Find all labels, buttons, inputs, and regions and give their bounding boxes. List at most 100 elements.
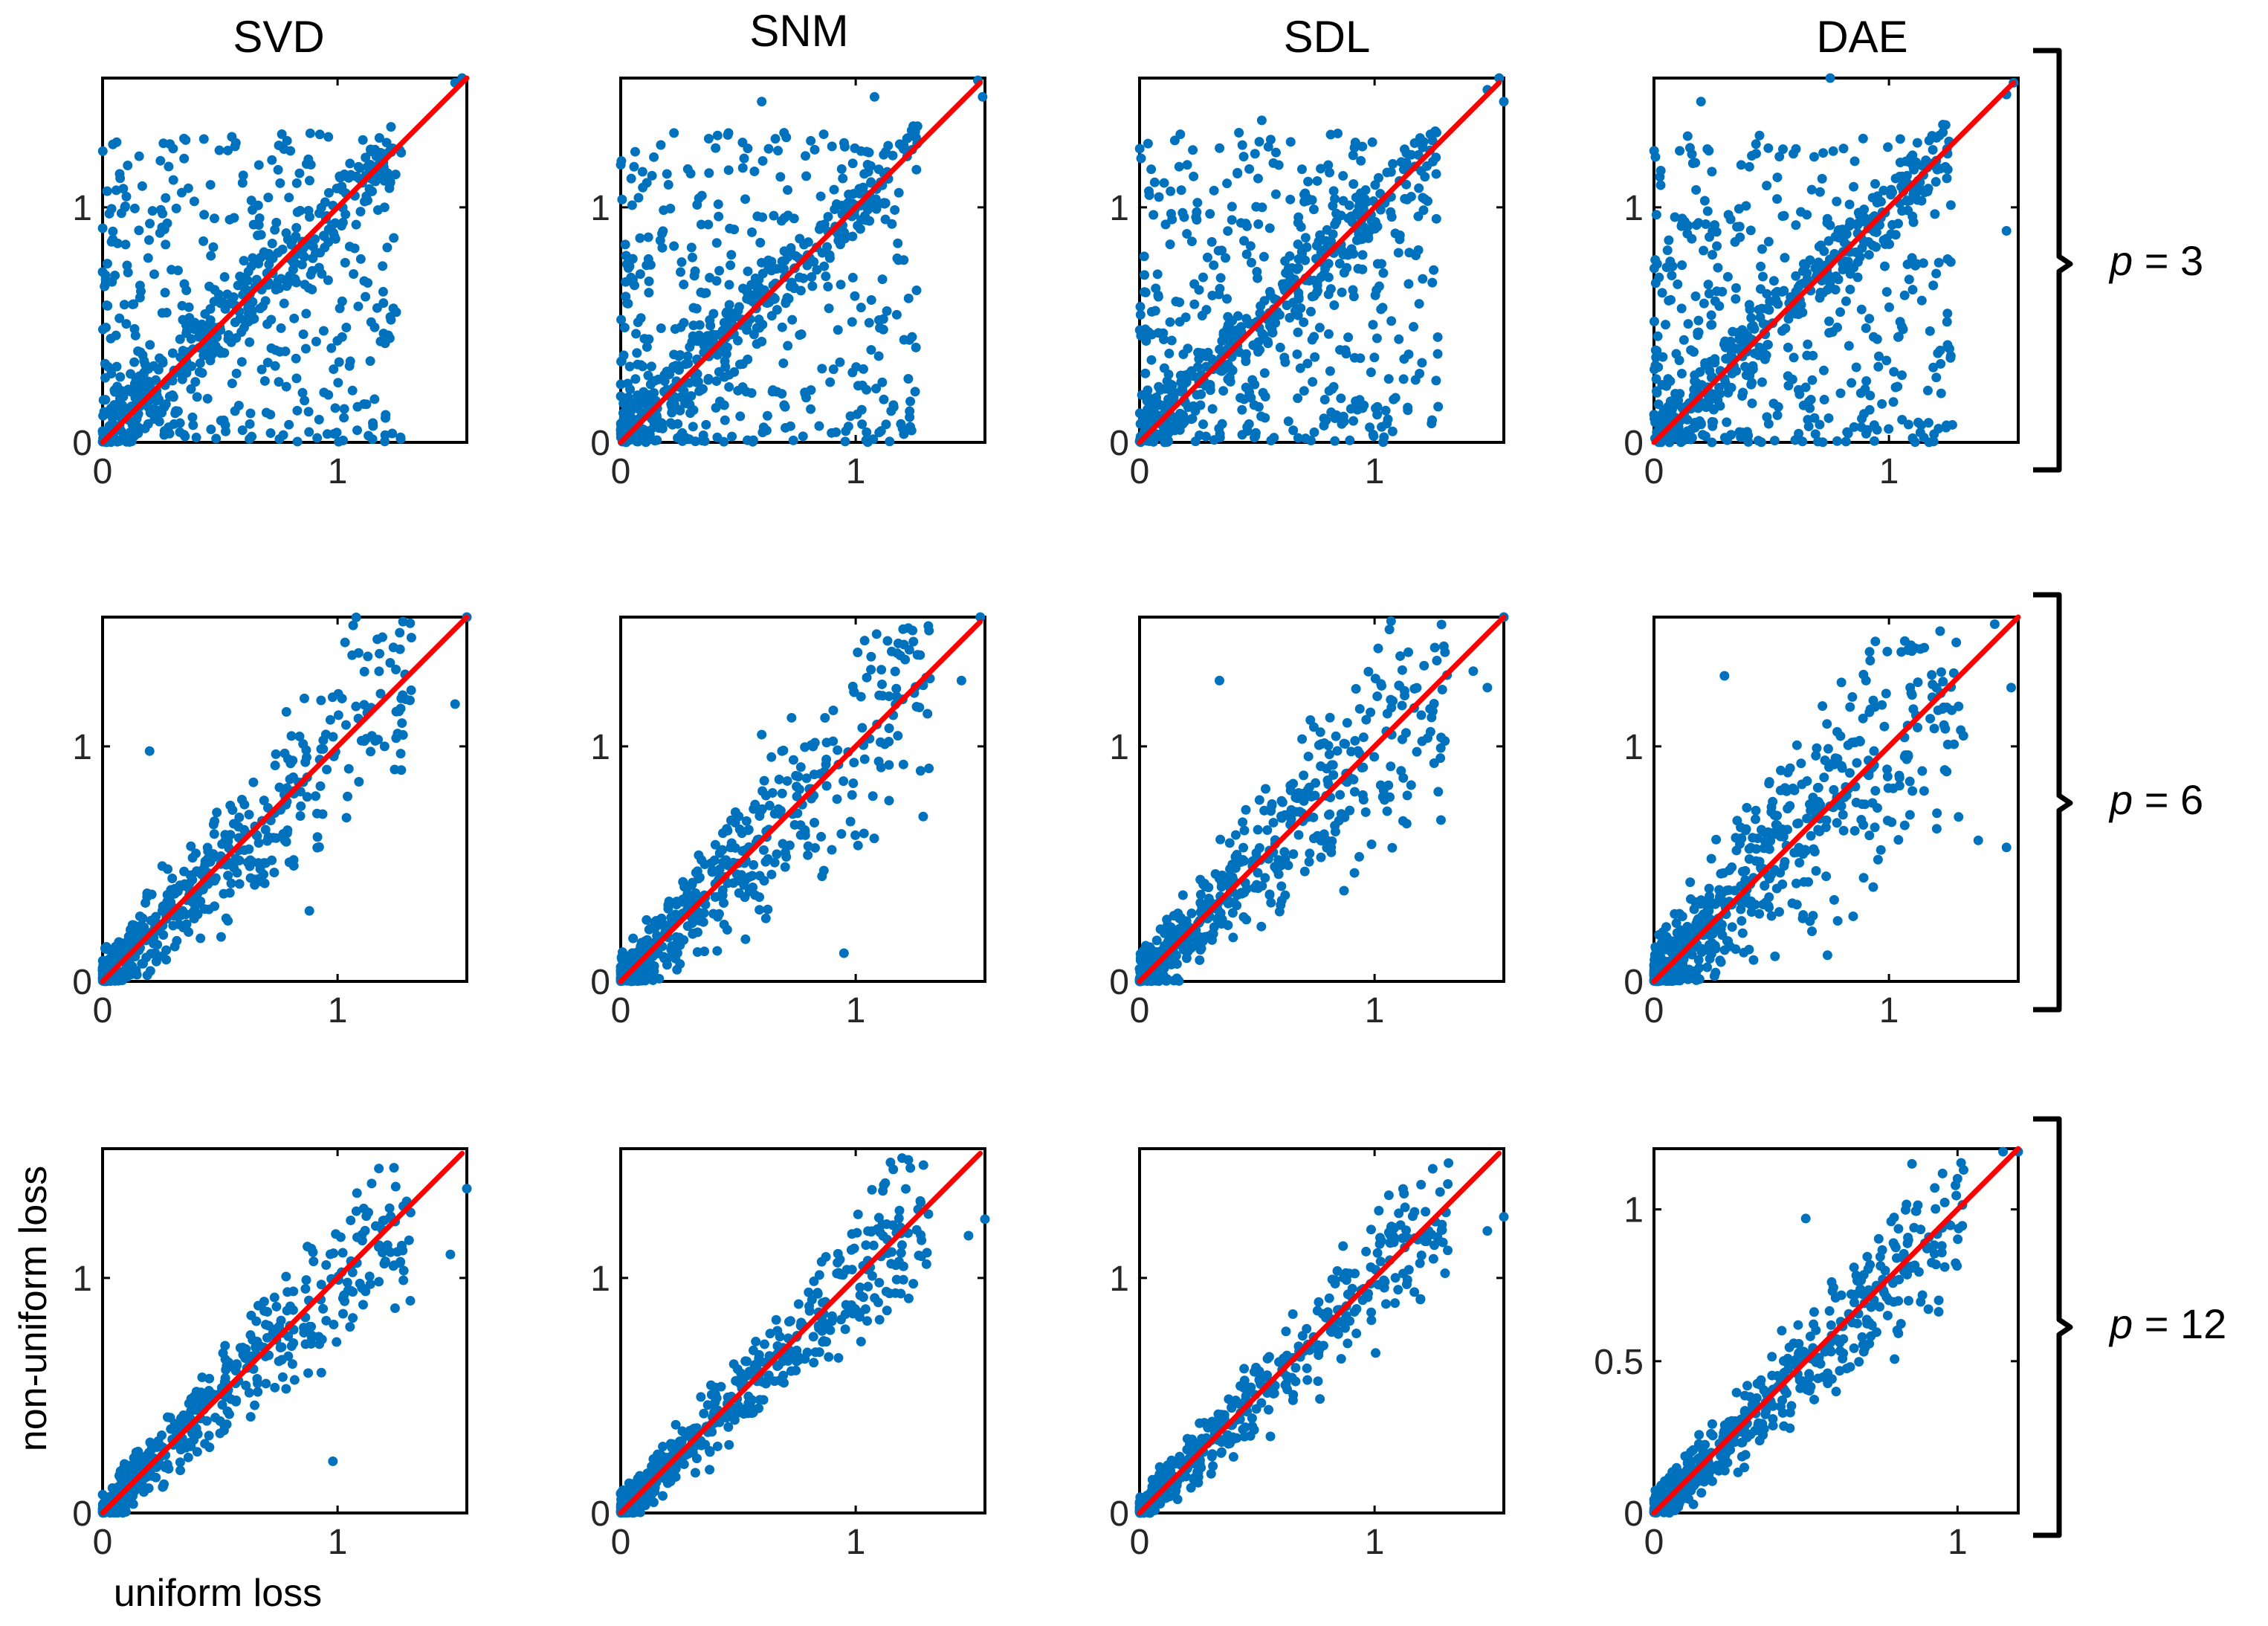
data-point — [1895, 134, 1905, 144]
data-point — [291, 222, 302, 233]
data-point — [112, 361, 122, 372]
data-point — [1153, 291, 1163, 302]
data-point — [1705, 232, 1715, 242]
data-point — [280, 346, 291, 357]
data-point — [1883, 142, 1893, 152]
data-point — [1888, 783, 1899, 793]
data-point — [1737, 866, 1748, 877]
data-point — [344, 361, 355, 371]
data-point — [827, 845, 837, 855]
data-point — [1201, 381, 1211, 391]
data-point — [743, 825, 754, 835]
data-point — [1342, 262, 1352, 273]
data-point — [1223, 226, 1233, 236]
data-point — [690, 436, 700, 447]
data-point — [923, 709, 933, 719]
data-point — [275, 178, 285, 188]
data-point — [726, 260, 736, 271]
data-point — [1154, 967, 1164, 978]
data-point — [1864, 250, 1874, 260]
data-point — [1351, 683, 1361, 694]
data-point — [912, 650, 923, 660]
data-point — [662, 169, 672, 179]
row-label-p3: p = 3 — [2108, 237, 2203, 284]
x-tick-label: 1 — [328, 991, 348, 1030]
data-point — [1432, 349, 1443, 359]
data-point — [1772, 172, 1783, 183]
data-point — [1349, 143, 1360, 153]
data-point — [398, 616, 408, 627]
data-point — [777, 389, 787, 399]
data-point — [1148, 210, 1159, 220]
data-point — [149, 269, 159, 280]
data-point — [785, 421, 795, 431]
x-tick-label: 0 — [1130, 452, 1150, 491]
data-point — [1707, 944, 1717, 955]
data-point — [1753, 436, 1763, 446]
data-point — [302, 792, 312, 802]
data-point — [352, 401, 363, 412]
data-point — [198, 134, 209, 144]
data-point — [1254, 137, 1264, 147]
data-point — [1306, 792, 1316, 802]
data-point — [1260, 873, 1270, 883]
data-point — [1791, 286, 1801, 297]
data-point — [714, 211, 724, 222]
data-point — [190, 905, 200, 915]
data-point — [760, 913, 771, 923]
data-point — [140, 897, 151, 908]
data-point — [1265, 290, 1276, 300]
data-point — [876, 665, 887, 675]
data-point — [176, 910, 187, 920]
data-point — [1823, 743, 1833, 754]
data-point — [161, 239, 171, 250]
data-point — [155, 155, 166, 166]
data-point — [186, 384, 196, 394]
data-point — [905, 396, 916, 407]
data-point — [1873, 854, 1883, 865]
data-point — [656, 323, 666, 334]
identity-line — [100, 75, 470, 445]
data-point — [1791, 220, 1801, 230]
data-point — [154, 416, 164, 427]
data-point — [323, 132, 334, 142]
data-point — [679, 280, 689, 290]
data-point — [1360, 807, 1371, 817]
data-point — [129, 920, 139, 931]
data-point — [1326, 236, 1337, 247]
data-point — [191, 432, 201, 442]
data-point — [1695, 416, 1705, 426]
data-point — [692, 927, 702, 938]
data-point — [712, 946, 723, 956]
data-point — [1336, 210, 1346, 221]
data-point — [1780, 783, 1790, 793]
data-point — [1283, 416, 1293, 427]
data-point — [259, 796, 269, 806]
data-point — [1182, 947, 1192, 958]
data-point — [636, 313, 646, 323]
data-point — [739, 153, 749, 164]
data-point — [795, 233, 805, 244]
data-point — [219, 888, 229, 899]
data-point — [188, 420, 198, 430]
data-point — [723, 825, 733, 836]
data-point — [333, 378, 343, 388]
data-point — [1307, 335, 1317, 345]
data-point — [1431, 213, 1441, 224]
data-point — [847, 317, 857, 327]
data-point — [682, 883, 692, 893]
data-point — [121, 319, 132, 329]
data-point — [711, 276, 722, 286]
data-point — [267, 155, 277, 165]
data-point — [103, 408, 113, 419]
data-point — [1794, 389, 1805, 399]
row-label-p3-value: = 3 — [2133, 237, 2203, 284]
data-point — [1325, 167, 1335, 178]
data-point — [1250, 149, 1260, 159]
data-point — [1322, 842, 1332, 853]
data-point — [789, 213, 799, 224]
data-point — [803, 237, 813, 248]
data-point — [857, 419, 868, 430]
data-point — [183, 183, 193, 193]
